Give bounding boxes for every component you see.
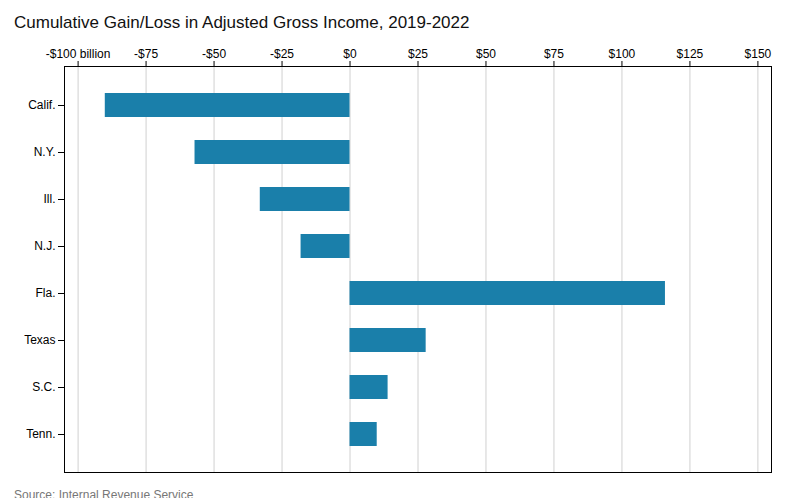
- svg-text:$0: $0: [343, 47, 357, 61]
- svg-text:Tenn.: Tenn.: [26, 427, 55, 441]
- svg-text:-$50: -$50: [202, 47, 226, 61]
- svg-text:Calif.: Calif.: [28, 98, 55, 112]
- svg-text:N.Y.: N.Y.: [34, 145, 56, 159]
- svg-text:Ill.: Ill.: [44, 192, 56, 206]
- svg-text:$100: $100: [609, 47, 636, 61]
- svg-text:$150: $150: [745, 47, 772, 61]
- svg-text:$75: $75: [544, 47, 564, 61]
- svg-text:S.C.: S.C.: [32, 380, 55, 394]
- svg-text:N.J.: N.J.: [34, 239, 55, 253]
- svg-text:$25: $25: [408, 47, 428, 61]
- svg-text:-$100 billion: -$100 billion: [46, 47, 111, 61]
- svg-text:Fla.: Fla.: [35, 286, 55, 300]
- svg-text:-$25: -$25: [270, 47, 294, 61]
- html-text:Cumulative Gain/Loss in Adjust: Cumulative Gain/Loss in Adjusted Gross I…: [14, 13, 470, 32]
- svg-text:-$75: -$75: [134, 47, 158, 61]
- svg-text:$50: $50: [476, 47, 496, 61]
- svg-text:Texas: Texas: [24, 333, 55, 347]
- svg-text:$125: $125: [677, 47, 704, 61]
